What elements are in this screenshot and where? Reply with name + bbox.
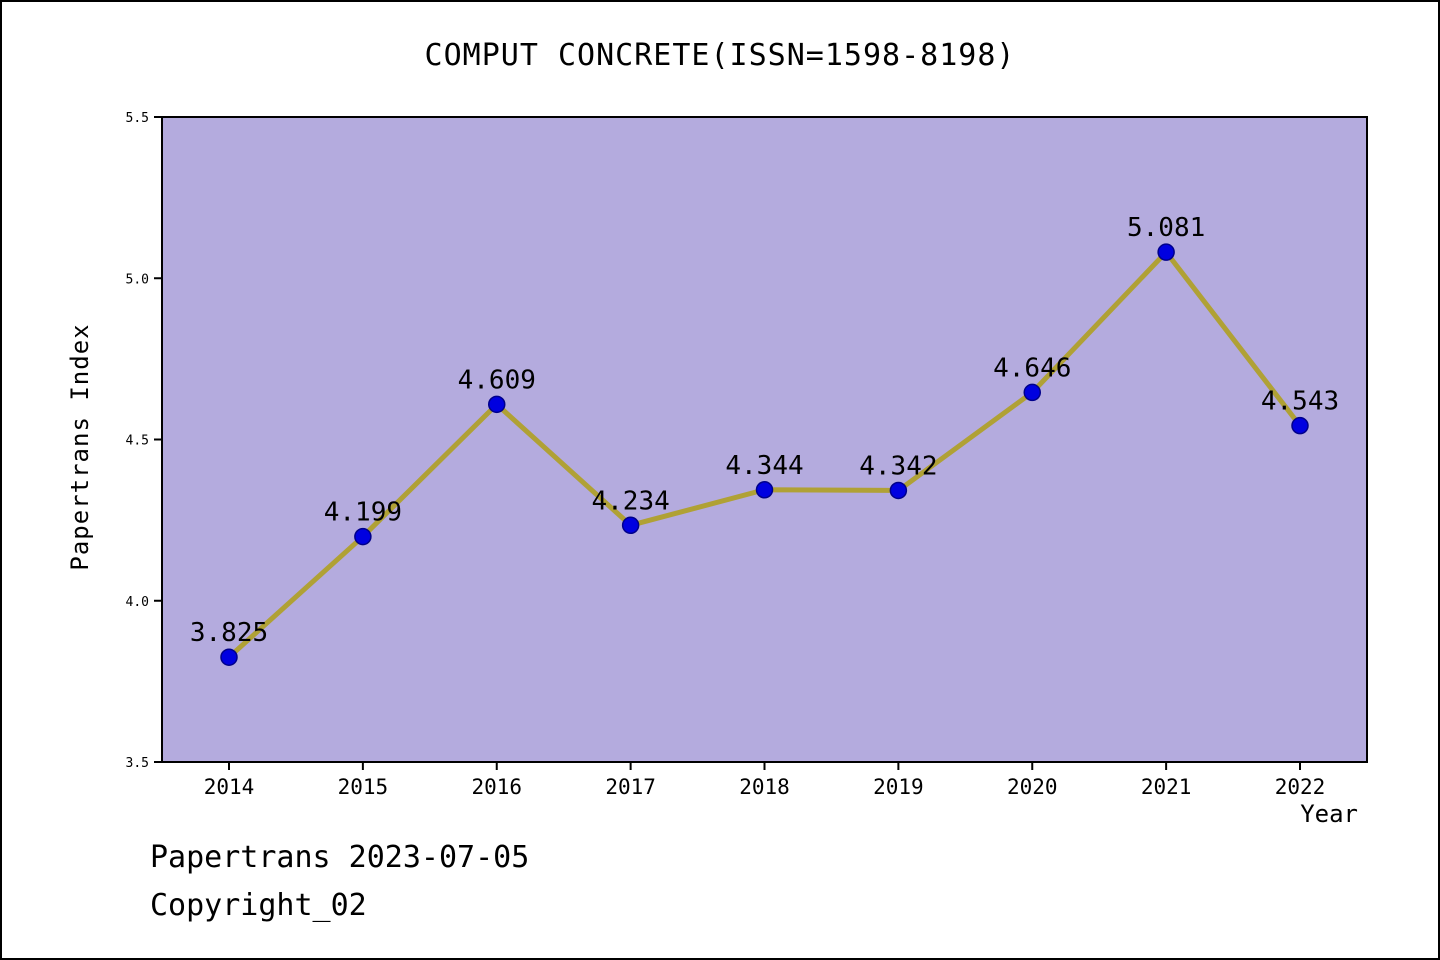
x-axis-label: Year [1300, 800, 1358, 828]
svg-text:2018: 2018 [739, 775, 790, 799]
svg-text:4.609: 4.609 [458, 365, 536, 395]
svg-text:4.342: 4.342 [859, 451, 937, 481]
svg-text:4.543: 4.543 [1261, 387, 1339, 417]
svg-text:2014: 2014 [204, 775, 255, 799]
svg-text:2015: 2015 [338, 775, 389, 799]
footer-copyright: Copyright_02 [150, 888, 367, 923]
svg-text:4.0: 4.0 [126, 595, 149, 610]
svg-text:4.646: 4.646 [993, 353, 1071, 383]
svg-text:2022: 2022 [1275, 775, 1326, 799]
svg-text:4.5: 4.5 [126, 434, 149, 449]
svg-text:2019: 2019 [873, 775, 924, 799]
svg-text:4.344: 4.344 [725, 451, 803, 481]
svg-text:4.234: 4.234 [591, 486, 669, 516]
svg-text:3.825: 3.825 [190, 618, 268, 648]
svg-text:2021: 2021 [1141, 775, 1192, 799]
svg-text:5.0: 5.0 [126, 272, 149, 287]
svg-text:2020: 2020 [1007, 775, 1058, 799]
svg-text:2016: 2016 [471, 775, 522, 799]
svg-text:5.5: 5.5 [126, 111, 149, 126]
footer-date: Papertrans 2023-07-05 [150, 840, 530, 875]
chart-title: COMPUT CONCRETE(ISSN=1598-8198) [424, 38, 1016, 73]
svg-text:3.5: 3.5 [126, 756, 149, 771]
svg-text:5.081: 5.081 [1127, 213, 1205, 243]
svg-text:4.199: 4.199 [324, 498, 402, 528]
svg-text:2017: 2017 [605, 775, 656, 799]
